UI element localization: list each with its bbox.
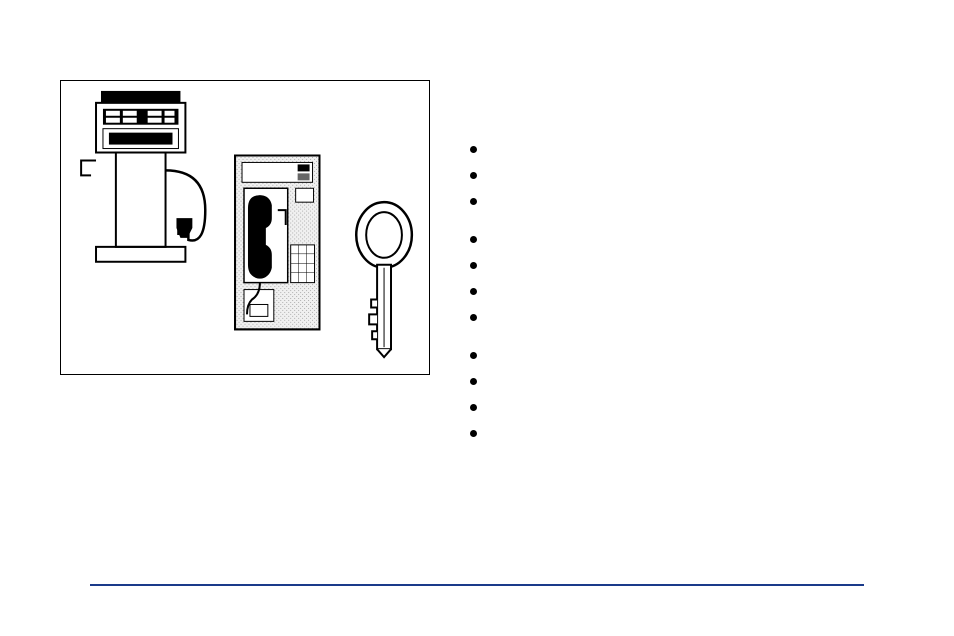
bullet-icon (470, 198, 477, 205)
list-item (470, 424, 874, 444)
illustration-box (60, 80, 430, 375)
bullet-icon (470, 236, 477, 243)
bullet-list (460, 80, 874, 450)
list-item (470, 372, 874, 392)
list-item (470, 192, 874, 212)
bullet-icon (470, 146, 477, 153)
footer-divider (90, 584, 864, 586)
gas-pump-icon (81, 91, 205, 262)
list-gap (470, 334, 874, 346)
list-gap (470, 218, 874, 230)
car-key-icon (356, 202, 412, 357)
bullet-icon (470, 288, 477, 295)
bullet-icon (470, 172, 477, 179)
bullet-icon (470, 404, 477, 411)
bullet-icon (470, 314, 477, 321)
bullet-icon (470, 430, 477, 437)
list-item (470, 166, 874, 186)
bullet-icon (470, 262, 477, 269)
pay-phone-icon (235, 155, 319, 329)
bullet-icon (470, 352, 477, 359)
illustration-svg (61, 81, 429, 374)
page-container (0, 0, 954, 636)
list-item (470, 256, 874, 276)
list-item (470, 230, 874, 250)
bullet-icon (470, 378, 477, 385)
content-row (60, 80, 874, 450)
list-item (470, 346, 874, 366)
list-item (470, 140, 874, 160)
list-item (470, 398, 874, 418)
list-item (470, 282, 874, 302)
list-item (470, 308, 874, 328)
